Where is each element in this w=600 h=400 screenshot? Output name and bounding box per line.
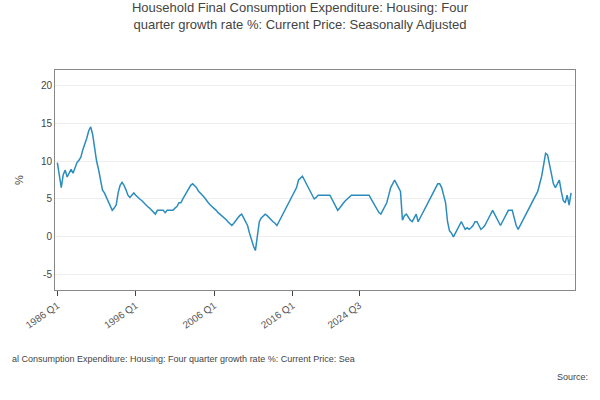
svg-text:2024 Q3: 2024 Q3	[326, 299, 364, 330]
svg-text:al Consumption Expenditure: Ho: al Consumption Expenditure: Housing: Fou…	[12, 354, 355, 364]
svg-text:20: 20	[41, 80, 53, 91]
svg-text:Household Final Consumption Ex: Household Final Consumption Expenditure:…	[132, 0, 469, 32]
svg-text:1986 Q1: 1986 Q1	[24, 299, 62, 330]
svg-text:2006 Q1: 2006 Q1	[180, 299, 218, 330]
svg-text:Source:: Source:	[557, 372, 588, 382]
svg-text:5: 5	[46, 193, 52, 204]
svg-text:-5: -5	[43, 269, 52, 280]
svg-text:0: 0	[46, 231, 52, 242]
svg-text:15: 15	[41, 118, 53, 129]
svg-text:%: %	[13, 175, 25, 185]
svg-text:2016 Q1: 2016 Q1	[259, 299, 297, 330]
svg-text:10: 10	[41, 156, 53, 167]
svg-text:1996 Q1: 1996 Q1	[102, 299, 140, 330]
